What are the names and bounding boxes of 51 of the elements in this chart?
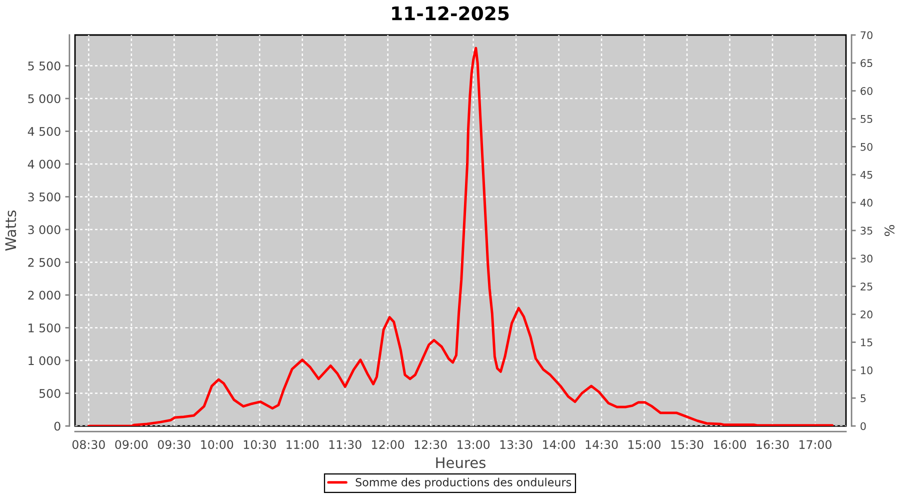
y2-tick-label: 15 — [861, 338, 872, 346]
x-tick-label: 16:00 — [714, 440, 746, 450]
x-tick-label: 13:00 — [458, 440, 490, 450]
x-tick-label: 10:00 — [201, 440, 234, 450]
y2-tick-label: 50 — [860, 142, 872, 151]
y-tick-label: 4 500 — [28, 127, 60, 136]
x-tick-label: 09:30 — [158, 440, 190, 450]
y2-tick-label: 5 — [860, 394, 866, 402]
y-tick-label: 2 500 — [28, 258, 60, 267]
legend-label: Somme des productions des onduleurs — [356, 478, 572, 489]
y-tick-label: 3 500 — [28, 192, 60, 202]
y2-tick-label: 20 — [860, 310, 872, 318]
chart-title: 11-12-2025 — [392, 6, 509, 20]
y-tick-label: 0 — [54, 422, 60, 431]
x-tick-label: 13:30 — [500, 440, 532, 450]
x-tick-label: 09:00 — [115, 440, 148, 450]
x-tick-label: 14:00 — [543, 440, 576, 450]
y-tick-label: 1 500 — [28, 323, 60, 332]
x-axis-title: Heures — [436, 457, 486, 468]
y2-tick-label: 0 — [860, 422, 866, 430]
y2-tick-label: 70 — [860, 31, 872, 40]
y-tick-label: 4 000 — [28, 160, 60, 169]
x-tick-label: 14:30 — [586, 440, 618, 450]
y2-tick-label: 60 — [860, 87, 872, 95]
y2-tick-label: 55 — [860, 115, 872, 123]
x-tick-label: 16:30 — [756, 440, 789, 450]
y-axis-title: Watts — [5, 210, 16, 251]
x-tick-label: 12:30 — [414, 440, 447, 450]
y2-tick-label: 45 — [860, 171, 872, 179]
x-tick-label: 11:00 — [286, 440, 319, 450]
x-tick-label: 08:30 — [72, 440, 105, 450]
y-tick-label: 3 000 — [28, 225, 60, 234]
y-tick-label: 5 000 — [28, 94, 60, 104]
y2-tick-label: 65 — [860, 59, 872, 68]
y2-axis-title: % — [884, 224, 894, 236]
y2-tick-label: 10 — [861, 366, 872, 374]
x-tick-label: 12:00 — [372, 440, 404, 450]
y2-tick-label: 40 — [860, 198, 872, 207]
x-tick-label: 15:00 — [628, 440, 660, 450]
y-tick-label: 5 500 — [28, 62, 60, 70]
x-tick-label: 15:30 — [671, 440, 704, 450]
y-tick-label: 500 — [39, 388, 60, 398]
line-series — [87, 46, 834, 426]
x-tick-label: 17:00 — [800, 440, 832, 450]
y2-tick-label: 30 — [860, 254, 872, 263]
y2-tick-label: 25 — [860, 282, 872, 290]
y-tick-label: 1 000 — [28, 356, 60, 366]
x-tick-label: 11:30 — [329, 440, 362, 450]
y-tick-label: 2 000 — [28, 290, 60, 300]
y2-tick-label: 35 — [860, 226, 872, 235]
x-tick-label: 10:30 — [244, 440, 276, 450]
